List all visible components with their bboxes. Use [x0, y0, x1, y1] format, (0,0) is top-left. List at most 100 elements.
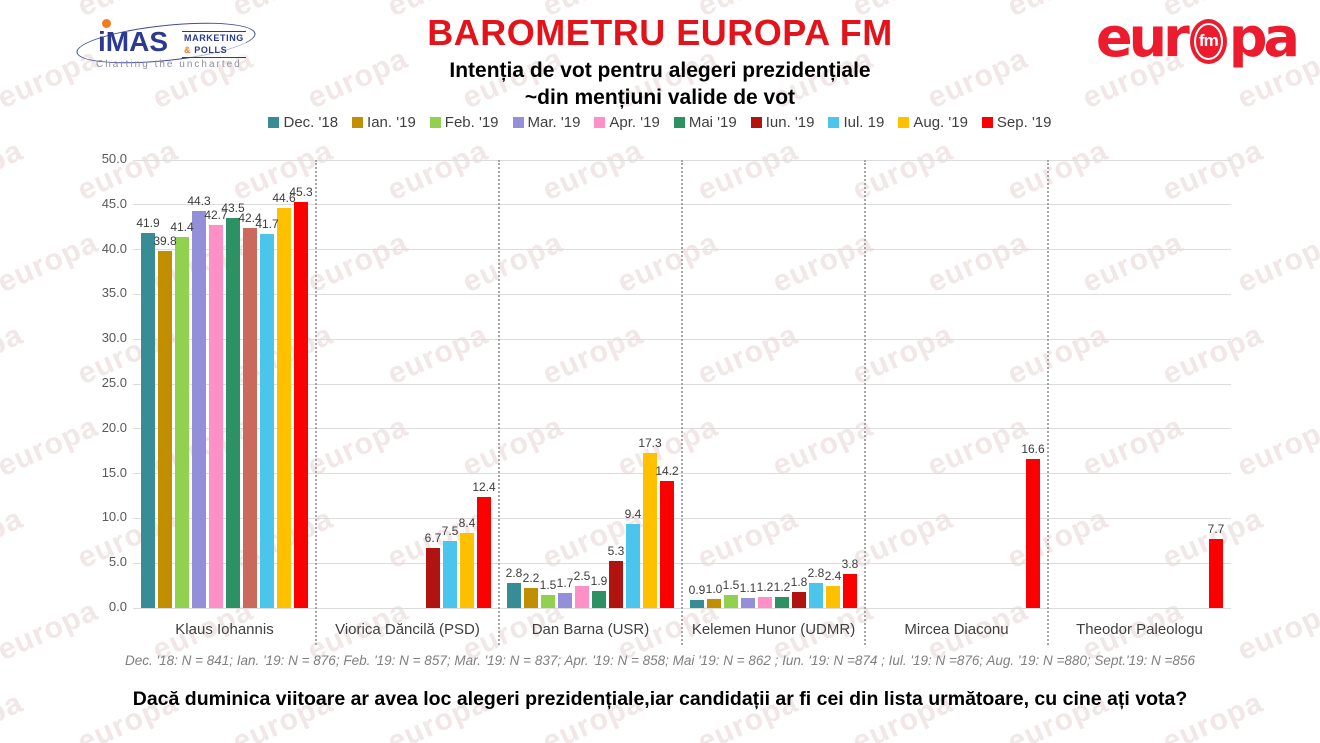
bar	[277, 208, 291, 608]
bar	[175, 237, 189, 608]
legend-label: Ian. '19	[367, 114, 416, 131]
bar-value-label: 1.1	[739, 581, 757, 596]
bar	[626, 523, 640, 608]
y-axis-tick-label: 20.0	[101, 419, 127, 435]
chart-subtitle-2: ~din mențiuni valide de vot	[524, 86, 796, 109]
bar	[260, 234, 274, 608]
bar	[192, 211, 206, 608]
legend-swatch-icon	[981, 117, 993, 128]
bar	[660, 480, 674, 608]
bar-value-label: 14.2	[655, 463, 679, 478]
category-label: Viorica Dăncilă (PSD)	[335, 621, 480, 638]
imas-tagline: Charting the uncharted	[96, 59, 242, 70]
europa-logo-text-right: pa	[1228, 6, 1300, 69]
bar-value-label: 5.3	[607, 543, 625, 558]
imas-orange-dot-icon	[102, 19, 111, 28]
bar-value-label: 2.5	[573, 568, 591, 583]
chart-legend: Dec. '18 Ian. '19 Feb. '19 Mar. '19 Apr. '19…	[0, 114, 1320, 131]
europa-logo-fm-label: fm	[1198, 31, 1219, 50]
europa-logo-fm-circle-icon: fm	[1189, 18, 1227, 64]
bar-value-label: 44.3	[187, 194, 211, 209]
survey-question: Dacă duminica viitoare ar avea loc alege…	[132, 688, 1188, 710]
bar-value-label: 6.7	[424, 530, 442, 545]
legend-item: Aug. '19	[898, 114, 968, 131]
legend-item: Mar. '19	[512, 114, 581, 131]
bar-value-label: 8.4	[458, 515, 476, 530]
bar	[226, 218, 240, 608]
legend-label: Mar. '19	[527, 114, 581, 131]
bar	[524, 588, 538, 608]
legend-swatch-icon	[512, 117, 524, 128]
legend-item: Ian. '19	[352, 114, 416, 131]
legend-swatch-icon	[429, 117, 441, 128]
bar-value-label: 1.8	[790, 574, 808, 589]
group-separator	[1047, 160, 1049, 645]
legend-swatch-icon	[898, 117, 910, 128]
y-axis-tick-label: 10.0	[101, 509, 127, 525]
imas-ampersand: &	[184, 44, 192, 55]
bar	[507, 582, 521, 608]
legend-label: Iun. '19	[765, 114, 815, 131]
bar	[609, 560, 623, 608]
bar-value-label: 1.7	[556, 575, 574, 590]
bar	[460, 532, 474, 608]
europa-fm-logo: eur fm pa	[1096, 6, 1300, 69]
legend-label: Iul. 19	[843, 114, 885, 131]
bar-value-label: 2.4	[824, 569, 842, 584]
bar-value-label: 42.7	[204, 208, 228, 223]
legend-item: Apr. '19	[594, 114, 660, 131]
legend-swatch-icon	[673, 117, 685, 128]
legend-label: Feb. '19	[444, 114, 499, 131]
bar-value-label: 17.3	[638, 435, 662, 450]
bar-value-label: 1.2	[756, 580, 774, 595]
bar-value-label: 41.7	[255, 217, 279, 232]
legend-item: Feb. '19	[429, 114, 499, 131]
legend-swatch-icon	[828, 117, 840, 128]
y-axis-tick-label: 15.0	[101, 464, 127, 480]
chart-subtitle-1: Intenția de vot pentru alegeri prezidenț…	[449, 59, 871, 82]
bar	[792, 591, 806, 608]
legend-item: Mai '19	[673, 114, 737, 131]
bar	[690, 599, 704, 608]
legend-label: Dec. '18	[283, 114, 339, 131]
bar	[426, 547, 440, 608]
legend-item: Dec. '18	[268, 114, 338, 131]
legend-swatch-icon	[750, 117, 762, 128]
bar-value-label: 2.8	[807, 565, 825, 580]
group-separator	[315, 160, 317, 645]
y-axis-tick-label: 50.0	[101, 151, 127, 166]
bar-value-label: 16.6	[1021, 442, 1045, 457]
bar	[158, 251, 172, 608]
category-label: Klaus Iohannis	[175, 621, 274, 638]
legend-label: Apr. '19	[609, 114, 660, 131]
legend-swatch-icon	[594, 117, 606, 128]
category-label: Theodor Paleologu	[1076, 621, 1203, 638]
bar	[575, 585, 589, 608]
bar	[141, 232, 155, 608]
bar	[592, 590, 606, 608]
bar-value-label: 1.2	[773, 580, 791, 595]
europa-logo-ring	[1193, 22, 1223, 60]
legend-item: Iun. '19	[750, 114, 815, 131]
category-label: Dan Barna (USR)	[531, 621, 650, 638]
europa-logo-text-left: eur	[1096, 6, 1190, 69]
bar	[724, 594, 738, 608]
group-separator	[864, 160, 866, 645]
y-axis-tick-label: 35.0	[101, 285, 127, 301]
bar-value-label: 1.0	[705, 582, 723, 597]
bar	[643, 452, 657, 608]
bar	[707, 599, 721, 608]
bar	[741, 598, 755, 608]
bar	[758, 597, 772, 608]
bar	[243, 228, 257, 608]
imas-logo: iMAS MARKETING & POLLS Charting the unch…	[74, 10, 266, 74]
page-title: BAROMETRU EUROPA FM	[427, 12, 893, 53]
bar	[1026, 459, 1040, 608]
bar	[826, 586, 840, 608]
bar-value-label: 41.9	[136, 215, 160, 230]
category-label: Kelemen Hunor (UDMR)	[691, 621, 856, 638]
y-axis-tick-label: 45.0	[101, 195, 127, 211]
bar-value-label: 44.6	[272, 191, 296, 206]
